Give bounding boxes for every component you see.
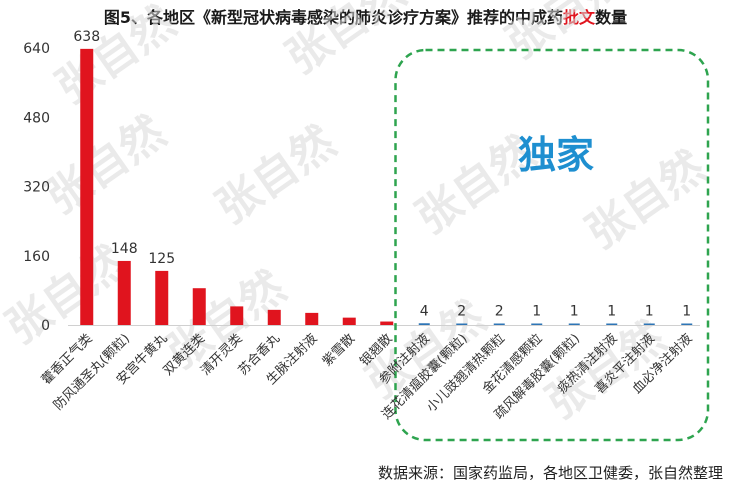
bar: [531, 323, 543, 325]
data-label: 1: [570, 304, 579, 320]
watermark-text: 张自然: [47, 0, 184, 114]
y-tick-label: 640: [23, 41, 50, 57]
data-label: 2: [495, 304, 504, 320]
data-label: 125: [148, 251, 175, 267]
y-tick-label: 160: [23, 249, 50, 265]
y-tick-label: 320: [23, 180, 50, 196]
bar: [155, 270, 169, 325]
title-prefix: 图5、各地区《新型冠状病毒感染的肺炎诊疗方案》推荐的中成药: [103, 8, 564, 27]
x-tick-label: 紫雪散: [320, 331, 358, 369]
title-highlight: 批文: [563, 8, 596, 27]
bar: [230, 306, 244, 325]
bar: [80, 48, 94, 325]
data-label: 2: [457, 304, 466, 320]
bar: [493, 323, 505, 325]
bar: [117, 260, 131, 325]
exclusive-annotation: 独家: [518, 133, 594, 177]
data-label: 1: [645, 304, 654, 320]
data-label: 1: [532, 304, 541, 320]
watermark-text: 张自然: [37, 107, 174, 224]
data-label: 1: [607, 304, 616, 320]
bar: [192, 288, 206, 325]
data-label: 148: [111, 241, 138, 257]
bar: [456, 323, 468, 325]
watermark-text: 张自然: [497, 0, 634, 69]
data-label: 1: [682, 304, 691, 320]
chart-title: 图5、各地区《新型冠状病毒感染的肺炎诊疗方案》推荐的中成药批文数量: [0, 4, 731, 28]
data-label: 4: [420, 303, 429, 319]
bar: [342, 317, 356, 325]
bar: [681, 323, 693, 325]
bar: [305, 312, 319, 325]
bar: [418, 323, 430, 325]
bar: [380, 321, 394, 325]
data-label: 638: [73, 29, 100, 45]
bar: [643, 323, 655, 325]
exclusive-group-box: [394, 48, 710, 442]
y-tick-label: 480: [23, 110, 50, 126]
watermark-text: 张自然: [207, 117, 344, 234]
watermark-text: 张自然: [277, 0, 414, 84]
watermark-text: 张自然: [577, 142, 714, 259]
y-tick-label: 0: [41, 318, 50, 334]
bar: [568, 323, 580, 325]
title-suffix: 数量: [595, 8, 628, 27]
bar: [267, 309, 281, 325]
bar: [606, 323, 618, 325]
source-note: 数据来源：国家药监局，各地区卫健委，张自然整理: [377, 464, 723, 482]
